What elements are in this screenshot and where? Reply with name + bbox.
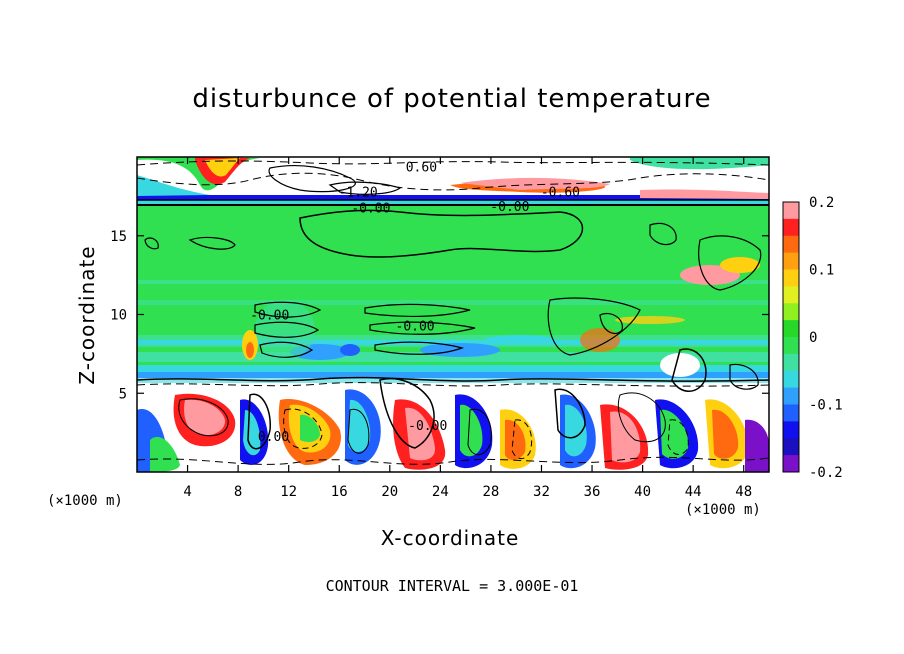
contour-label: -0.00 xyxy=(396,320,435,335)
contour-label: -1.20 xyxy=(339,186,378,201)
colorbar-swatch xyxy=(783,218,799,237)
colorbar-swatch xyxy=(783,202,799,220)
x-axis-ticks: 4 8 12 16 20 24 28 32 36 40 44 48 xyxy=(183,157,752,500)
y-axis-ticks: 5 10 15 xyxy=(110,229,769,402)
y-axis-label: Z-coordinate xyxy=(75,245,99,385)
contour-label: 0.00 xyxy=(258,430,289,445)
colorbar xyxy=(782,201,800,473)
contour-label: -0.00 xyxy=(490,200,529,215)
colorbar-tick-label: -0.1 xyxy=(809,398,843,414)
x-tick-label: 28 xyxy=(482,484,499,500)
x-tick-label: 24 xyxy=(432,484,449,500)
colorbar-tick-label: 0 xyxy=(809,330,817,346)
chart-title: disturbunce of potential temperature xyxy=(192,84,712,114)
x-tick-label: 8 xyxy=(234,484,242,500)
x-tick-label: 32 xyxy=(533,484,550,500)
colorbar-swatch xyxy=(783,404,799,422)
colorbar-swatch xyxy=(783,370,799,389)
colorbar-swatch xyxy=(783,353,799,372)
colorbar-swatch xyxy=(783,320,799,338)
colorbar-swatch xyxy=(783,303,799,321)
x-tick-label: 4 xyxy=(183,484,191,500)
colorbar-ticks: 0.2 0.1 0 -0.1 -0.2 xyxy=(809,195,843,481)
colorbar-tick-label: -0.2 xyxy=(809,465,843,481)
contour-label: -0.00 xyxy=(351,201,390,216)
x-tick-label: 40 xyxy=(634,484,651,500)
x-tick-label: 16 xyxy=(331,484,348,500)
heatmap-field xyxy=(137,157,769,472)
colorbar-tick-label: 0.1 xyxy=(809,263,834,279)
colorbar-tick-label: 0.2 xyxy=(809,195,834,211)
colorbar-swatch xyxy=(783,286,799,304)
x-axis-label: X-coordinate xyxy=(380,526,520,550)
y-tick-label: 10 xyxy=(110,308,127,324)
contour-interval-note: CONTOUR INTERVAL = 3.000E-01 xyxy=(325,577,579,595)
y-tick-label: 15 xyxy=(110,229,127,245)
x-tick-label: 36 xyxy=(584,484,601,500)
x-tick-label: 48 xyxy=(735,484,752,500)
x-tick-label: 20 xyxy=(381,484,398,500)
contour-lines xyxy=(137,160,769,465)
colorbar-frame xyxy=(782,201,800,473)
y-unit-label: (×1000 m) xyxy=(47,493,123,509)
colorbar-swatch xyxy=(783,387,799,405)
colorbar-swatch xyxy=(783,337,799,355)
colorbar-swatch xyxy=(783,438,799,456)
x-tick-label: 44 xyxy=(685,484,702,500)
x-tick-label: 12 xyxy=(280,484,297,500)
contour-label: -0.00 xyxy=(408,419,447,434)
colorbar-swatch xyxy=(783,252,799,270)
contour-label: -0.00 xyxy=(250,309,289,324)
contour-labels: 0.60 -1.20 -0.60 -0.00 -0.00 -0.00 -0.00 0.00 -0… xyxy=(250,160,580,444)
colorbar-swatch xyxy=(783,421,799,439)
x-unit-label: (×1000 m) xyxy=(685,502,761,518)
y-tick-label: 5 xyxy=(119,386,127,402)
contour-label: -0.60 xyxy=(541,186,580,201)
colorbar-swatch xyxy=(783,455,799,473)
colorbar-swatch xyxy=(783,235,799,254)
contour-label: 0.60 xyxy=(406,160,437,175)
colorbar-swatch xyxy=(783,269,799,287)
